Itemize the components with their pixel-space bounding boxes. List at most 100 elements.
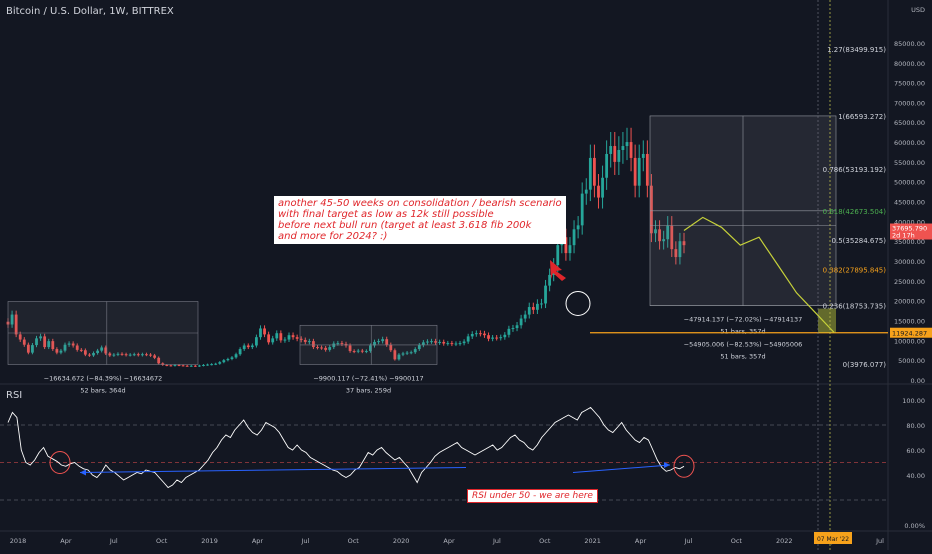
candle-body [654,229,657,234]
candle-body [214,363,218,365]
candle-body [128,354,132,356]
candle-body [132,354,136,356]
fib-level-label: 0.236(18753.735) [823,303,887,311]
candle-body [401,353,405,355]
candle-body [124,354,128,356]
candle-body [218,362,222,364]
candle-body [519,318,523,326]
candle-body [18,334,22,340]
last-price-countdown: 2d 17h [892,232,915,240]
candle-body [136,354,140,356]
candle-body [31,345,34,353]
candle-body [393,350,397,360]
rsi-note[interactable]: RSI under 50 - we are here [467,489,598,503]
price-tick-label: 35000.00 [894,238,925,246]
candle-body [580,193,584,226]
candle-body [478,333,482,335]
candle-body [51,341,55,350]
fib-level-label: 0.618(42673.504) [823,208,887,216]
annotation-note[interactable]: another 45-50 weeks on consolidation / b… [274,196,566,244]
candle-body [340,343,344,345]
candle-body [507,328,511,335]
time-tick-label: Jul [492,537,501,545]
measure-bars: 37 bars, 259d [346,387,391,395]
candle-body [226,358,230,361]
price-tick-label: 65000.00 [894,119,925,127]
candle-body [83,350,87,355]
time-tick-label: 2022 [776,537,793,545]
candle-body [88,354,91,356]
rsi-tick-label: 80.00 [906,422,925,430]
candle-body [466,336,470,342]
candle-body [397,354,401,360]
price-tick-label: 10000.00 [894,337,925,345]
candle-body [312,341,315,348]
candle-body [369,345,372,352]
candle-body [246,345,250,348]
candle-body [572,229,576,246]
candle-body [108,353,112,356]
measure-label: −16634.672 (−84.39%) −16634672 [44,375,163,383]
candle-body [356,350,360,352]
candle-body [202,364,205,366]
candle-body [189,365,193,367]
measure-bars: 51 bars, 357d [720,353,765,361]
date-marker-label: 07 Mar '22 [817,536,849,543]
candle-body [474,333,478,335]
candle-body [409,352,413,354]
candle-body [625,142,629,147]
candle-body [92,353,95,356]
candle-body [405,352,409,354]
candle-body [650,185,653,234]
candle-body [523,314,527,319]
candle-body [348,345,352,352]
time-tick-label: 2019 [201,537,218,545]
candle-body [450,343,454,345]
candle-body [593,157,596,186]
candle-body [303,339,307,342]
candle-body [629,142,633,158]
candle-body [413,349,417,353]
candle-body [157,357,161,364]
date-marker-tag [814,532,852,544]
candle-body [59,350,63,353]
candle-body [503,334,507,338]
candle-body [499,337,503,339]
price-tick-label: 55000.00 [894,159,925,167]
price-tick-label: 45000.00 [894,199,925,207]
candle-body [417,345,421,350]
last-price-value: 37695.790 [892,225,927,233]
rsi-circle-right [673,454,695,478]
candle-body [287,335,291,340]
candle-body [621,146,625,150]
chart-title: Bitcoin / U.S. Dollar, 1W, BITTREX [6,6,174,17]
candle-body [597,185,600,198]
candle-body [548,274,552,286]
fib-level-label: 0(3976.077) [843,361,887,369]
candle-body [491,337,495,339]
candle-body [197,365,201,367]
candle-body [360,350,364,352]
candle-body [181,365,185,367]
candle-body [165,364,169,366]
candle-body [454,343,458,345]
target-zone [818,308,836,333]
candle-body [674,249,678,258]
candle-body [605,153,609,178]
candle-body [527,307,531,315]
candle-body [446,343,450,345]
candle-body [328,347,332,350]
candle-body [511,328,515,330]
price-tick-label: 50000.00 [894,179,925,187]
candle-body [177,364,181,366]
time-tick-label: Oct [731,537,743,545]
candle-body [426,341,429,343]
price-tick-label: 25000.00 [894,278,925,286]
candle-body [267,334,271,343]
candle-body [613,146,617,162]
price-tick-label: 0.00 [911,377,925,385]
candle-body [43,336,47,348]
candle-body [234,354,238,358]
candle-body [35,338,38,346]
